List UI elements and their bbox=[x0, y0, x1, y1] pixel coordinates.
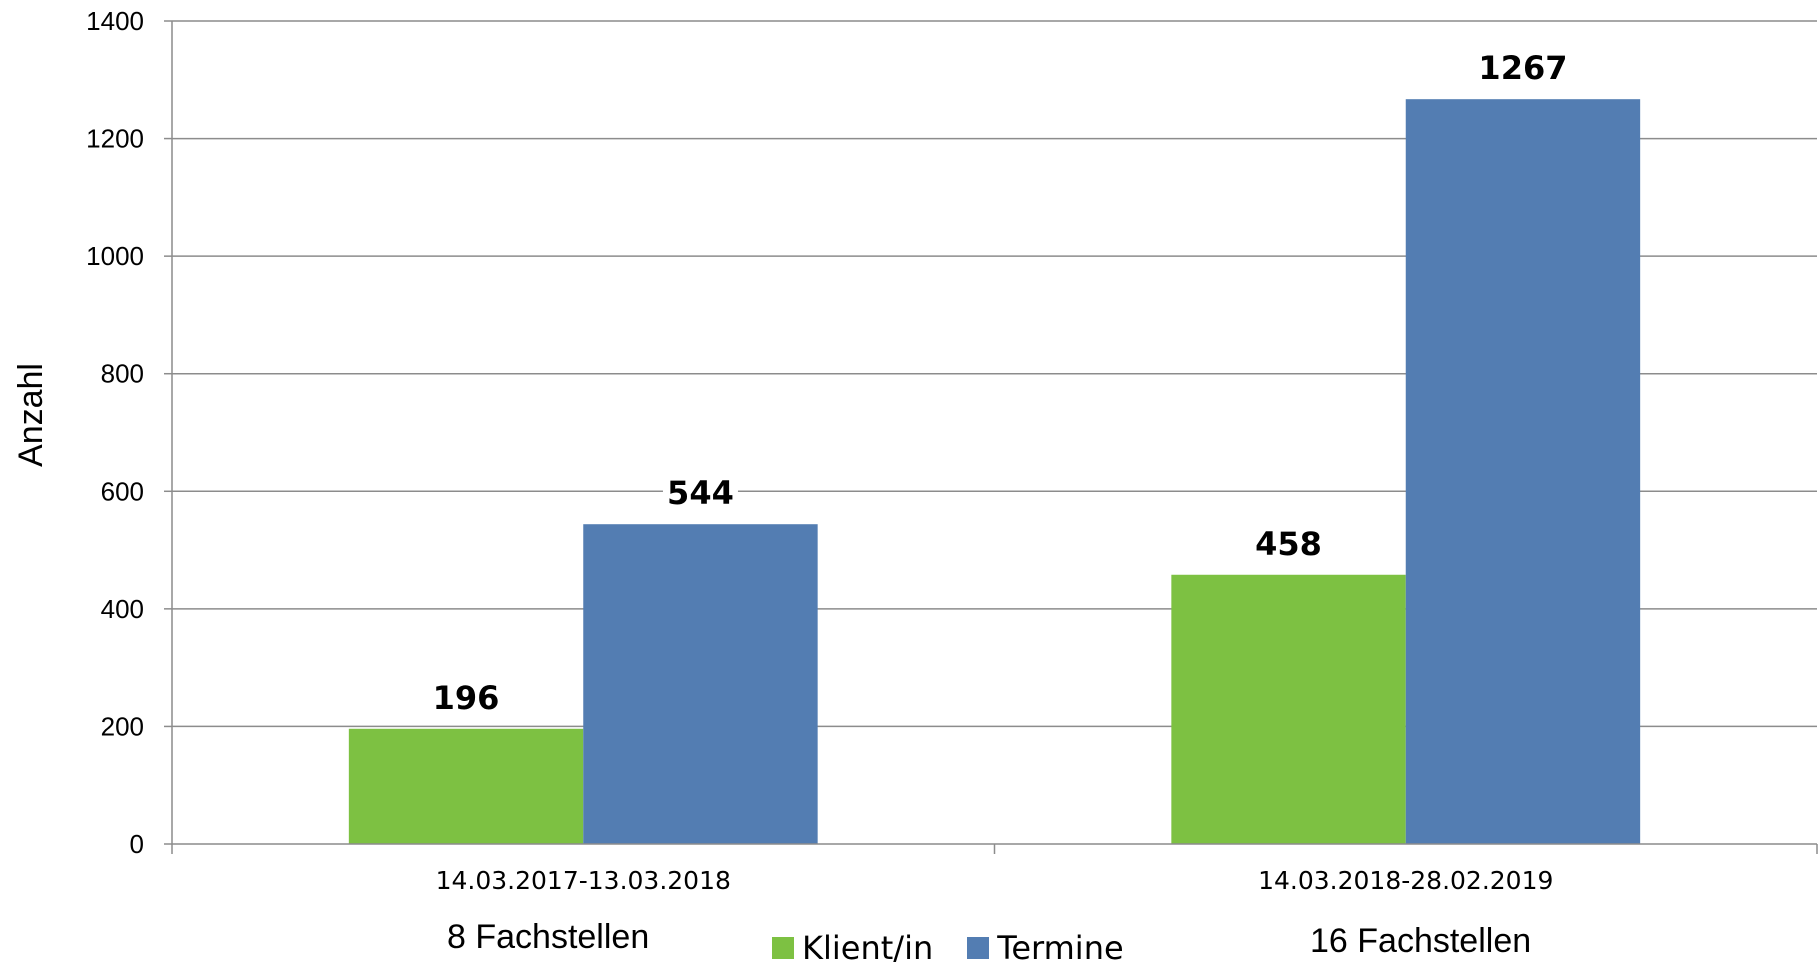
y-tick-label: 800 bbox=[101, 359, 144, 389]
legend-item-klientin: Klient/in bbox=[772, 929, 933, 967]
x-category-label: 14.03.2017-13.03.2018 bbox=[436, 866, 731, 895]
y-tick-label: 1200 bbox=[86, 124, 144, 154]
data-label: 458 bbox=[1255, 525, 1322, 563]
legend-swatch-termine bbox=[967, 937, 990, 959]
y-tick-label: 400 bbox=[101, 594, 144, 624]
bar bbox=[1405, 99, 1641, 844]
data-label: 544 bbox=[667, 474, 734, 512]
bar bbox=[1171, 574, 1406, 844]
y-tick-label: 600 bbox=[101, 476, 144, 506]
y-tick-label: 200 bbox=[101, 711, 144, 741]
data-label: 1267 bbox=[1478, 49, 1567, 87]
y-tick-label: 1400 bbox=[86, 6, 144, 36]
data-label-background bbox=[662, 472, 738, 513]
data-label-background bbox=[428, 676, 504, 717]
gridlines bbox=[172, 20, 1817, 728]
y-tick-label: 0 bbox=[130, 829, 144, 859]
legend-label-termine: Termine bbox=[997, 929, 1124, 967]
axes bbox=[164, 20, 1818, 854]
x-category-labels: 14.03.2017-13.03.2018 14.03.2018-28.02.20… bbox=[436, 866, 1554, 895]
y-tick-label: 1000 bbox=[86, 241, 144, 271]
legend-label-klientin: Klient/in bbox=[802, 929, 934, 967]
data-label-background bbox=[1475, 47, 1570, 88]
bar bbox=[348, 728, 584, 844]
data-label: 196 bbox=[433, 679, 500, 717]
y-axis-title: Anzahl bbox=[12, 363, 50, 467]
category-sublabel-2: 16 Fachstellen bbox=[1310, 922, 1532, 960]
bars bbox=[348, 99, 1641, 844]
legend: Klient/in Termine bbox=[772, 928, 1158, 968]
category-sublabel-1: 8 Fachstellen bbox=[447, 918, 650, 956]
bar bbox=[583, 524, 818, 844]
x-category-label: 14.03.2018-28.02.2019 bbox=[1258, 866, 1553, 895]
y-tick-labels: 0 200 400 600 800 1000 1200 1400 bbox=[86, 6, 144, 859]
legend-swatch-klientin bbox=[772, 937, 794, 959]
data-label-background bbox=[1251, 522, 1327, 563]
data-labels: 196 544 458 1267 bbox=[428, 47, 1570, 717]
legend-item-termine: Termine bbox=[967, 929, 1124, 967]
